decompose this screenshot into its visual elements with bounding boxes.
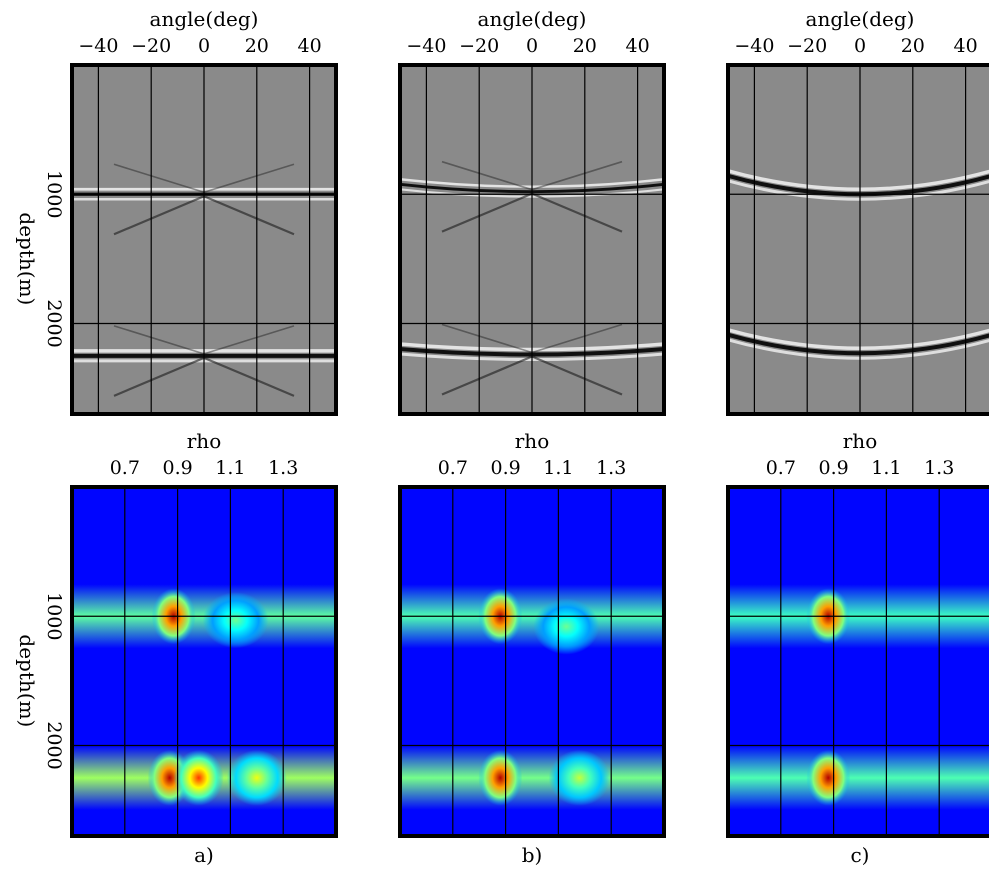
x-tick-label-1: −20 [131,35,171,57]
panel-a-rho-image [72,487,336,836]
panel-frame [398,485,666,838]
x-tick-label-3: 20 [245,35,269,57]
x-tick-label-3: 1.3 [924,457,954,479]
x-tick-label-0: 0.7 [438,457,468,479]
y-axis-title: depth(m) [15,634,39,727]
peak-4 [202,592,269,649]
x-tick-label-0: −40 [406,35,446,57]
panel-frame [398,63,666,416]
band-1 [728,745,989,810]
peak-1 [806,749,851,806]
panel-c-rho-image [728,487,989,836]
panel-c-rho: 0.7 0.9 1.1 1.3 rho [726,429,989,838]
x-tick-label-1: 0.9 [490,457,520,479]
panel-b-rho: 0.7 0.9 1.1 1.3 rho [398,429,666,838]
band-1 [400,745,664,810]
x-tick-label-3: 1.3 [268,457,298,479]
panel-frame [726,63,989,416]
x-tick-label-2: 0 [198,35,210,57]
caption-c: c) [850,843,869,867]
labels-layer: a) b) c) [194,843,869,867]
x-tick-label-4: 40 [626,35,650,57]
caption-a: a) [194,843,214,867]
x-tick-label-0: −40 [78,35,118,57]
y-tick-label-1: 2000 [43,721,65,769]
x-tick-label-4: 40 [298,35,322,57]
peak-3 [226,749,287,806]
y-tick-label-0: 1000 [43,170,65,218]
x-tick-label-1: 0.9 [818,457,848,479]
x-tick-label-1: 0.9 [162,457,192,479]
x-tick-label-3: 20 [573,35,597,57]
x-tick-label-0: −40 [734,35,774,57]
panel-b-rho-image [400,487,664,836]
x-tick-label-1: −20 [459,35,499,57]
panel-frame [70,63,338,416]
x-axis-title: rho [515,429,549,453]
x-tick-label-2: 1.1 [215,457,245,479]
peak-2 [533,598,600,655]
panel-c-angle: −40 −20 0 20 40 angle(deg) [726,7,989,416]
peak-1 [478,749,523,806]
peak-2 [173,749,224,806]
x-tick-label-3: 1.3 [596,457,626,479]
y-tick-label-1: 2000 [43,299,65,347]
x-tick-label-2: 0 [854,35,866,57]
panel-b-angle: −40 −20 0 20 40 angle(deg) [398,7,666,416]
caption-b: b) [522,843,543,867]
x-tick-label-0: 0.7 [766,457,796,479]
x-tick-label-1: −20 [787,35,827,57]
x-axis-title: angle(deg) [806,7,915,31]
x-axis-title: rho [187,429,221,453]
x-axis-title: rho [843,429,877,453]
gather-background [728,65,989,414]
peak-3 [548,749,611,806]
x-axis-title: angle(deg) [150,7,259,31]
x-tick-label-2: 0 [526,35,538,57]
y-axis-title: depth(m) [15,212,39,305]
x-tick-label-4: 40 [954,35,978,57]
panels-layer: −40 −20 0 20 40angle(deg)10002000depth(m)−40… [15,7,989,838]
panel-frame [70,485,338,838]
x-axis-title: angle(deg) [478,7,587,31]
x-tick-label-0: 0.7 [110,457,140,479]
x-tick-label-2: 1.1 [871,457,901,479]
panel-c-angle-image [728,65,989,414]
panel-frame [726,485,989,838]
y-tick-label-0: 1000 [43,592,65,640]
x-tick-label-2: 1.1 [543,457,573,479]
x-tick-label-3: 20 [901,35,925,57]
